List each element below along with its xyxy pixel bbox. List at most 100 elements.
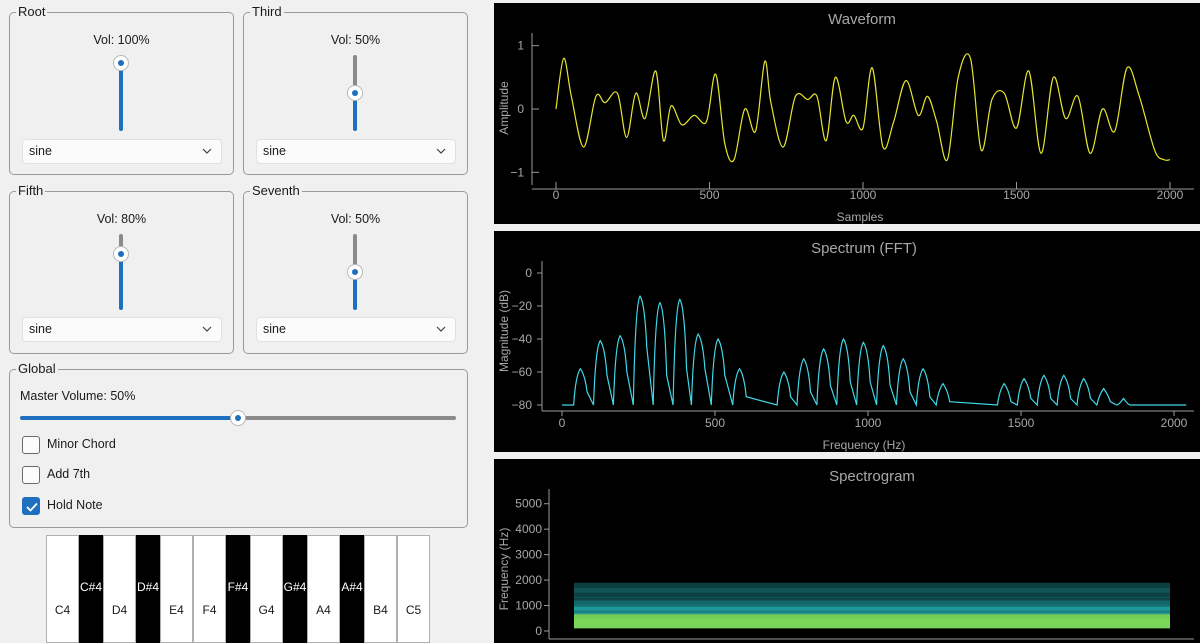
spectrogram-band xyxy=(574,613,1170,624)
x-tick-label: 2000 xyxy=(1161,416,1188,430)
slider-fill xyxy=(119,254,123,310)
volume-slider[interactable] xyxy=(111,55,131,131)
spectrogram-band xyxy=(574,596,1170,607)
volume-slider[interactable] xyxy=(111,234,131,310)
piano-key-label: F4 xyxy=(202,603,217,617)
piano-key-label: C#4 xyxy=(79,580,102,594)
y-tick-label: −1 xyxy=(510,165,524,179)
voice-group-third: Third Vol: 50% sine xyxy=(243,4,468,175)
checkbox-label: Add 7th xyxy=(47,467,91,481)
volume-label: Vol: 80% xyxy=(96,212,147,226)
piano-key-b4[interactable]: B4 xyxy=(364,535,397,643)
waveform-select-value: sine xyxy=(263,322,286,336)
chevron-down-icon xyxy=(436,326,446,332)
piano-key-label: G#4 xyxy=(283,580,307,594)
chart-title: Spectrogram xyxy=(829,468,915,485)
checkbox-box[interactable] xyxy=(22,497,40,515)
volume-slider[interactable] xyxy=(345,234,365,310)
piano-key-e4[interactable]: E4 xyxy=(160,535,193,643)
slider-handle[interactable] xyxy=(347,85,363,101)
checkbox-label: Hold Note xyxy=(47,498,103,512)
spectrogram-plot: 5000 4000 3000 2000 1000 0 Spectrogram Frequenc… xyxy=(494,459,1200,643)
spectrum-chart: 0 −20 −40 −60 −80 0 500 1000 1500 2000 Spectrum (F… xyxy=(497,240,1194,452)
piano-key-label: A#4 xyxy=(341,580,363,594)
checkbox-label: Minor Chord xyxy=(47,437,116,451)
piano-key-csharp4[interactable]: C#4 xyxy=(79,535,103,643)
master-volume-label: Master Volume: 50% xyxy=(20,389,136,403)
master-volume-slider[interactable] xyxy=(20,408,456,428)
piano-key-dsharp4[interactable]: D#4 xyxy=(136,535,160,643)
slider-track xyxy=(353,55,357,93)
slider-fill xyxy=(20,416,238,420)
piano-key-fsharp4[interactable]: F#4 xyxy=(226,535,250,643)
group-title: Seventh xyxy=(250,183,302,199)
piano-keyboard: C4 D4 E4 F4 G4 A4 B4 C5 C#4 D#4 F#4 G#4 A#4 xyxy=(46,535,431,643)
x-tick-label: 1500 xyxy=(1008,416,1035,430)
piano-key-d4[interactable]: D4 xyxy=(103,535,136,643)
spectrogram-chart: 5000 4000 3000 2000 1000 0 Spectrogram Frequenc… xyxy=(497,468,1194,640)
waveform-select[interactable]: sine xyxy=(22,139,222,164)
y-tick-label: −60 xyxy=(512,365,533,379)
group-title: Root xyxy=(16,4,48,20)
y-tick-label: 5000 xyxy=(515,497,542,511)
slider-handle[interactable] xyxy=(230,410,246,426)
spectrogram-band xyxy=(574,618,1170,629)
y-tick-label: −80 xyxy=(512,398,533,412)
group-title: Global xyxy=(16,361,58,377)
y-tick-label: 1000 xyxy=(515,599,542,613)
y-tick-label: 0 xyxy=(535,624,542,638)
group-title: Fifth xyxy=(16,183,46,199)
waveform-series-line xyxy=(555,53,1171,163)
y-tick-label: 1 xyxy=(517,39,524,53)
slider-handle[interactable] xyxy=(347,264,363,280)
y-axis-label: Frequency (Hz) xyxy=(497,528,511,611)
x-axis-label: Frequency (Hz) xyxy=(823,438,906,452)
global-group: Global xyxy=(9,361,468,528)
slider-track xyxy=(238,416,456,420)
volume-slider[interactable] xyxy=(345,55,365,131)
volume-label: Vol: 50% xyxy=(330,212,381,226)
waveform-select-value: sine xyxy=(29,144,52,158)
y-axis-label: Amplitude xyxy=(497,81,511,135)
piano-key-asharp4[interactable]: A#4 xyxy=(340,535,364,643)
slider-fill xyxy=(353,272,357,310)
piano-key-g4[interactable]: G4 xyxy=(250,535,283,643)
piano-key-gsharp4[interactable]: G#4 xyxy=(283,535,307,643)
piano-key-c5[interactable]: C5 xyxy=(397,535,430,643)
x-tick-label: 500 xyxy=(705,416,725,430)
slider-handle[interactable] xyxy=(113,55,129,71)
x-tick-label: 1000 xyxy=(850,188,877,202)
voice-group-root: Root Vol: 100% sine xyxy=(9,4,234,175)
volume-label: Vol: 100% xyxy=(93,33,150,47)
waveform-chart: 1 0 −1 0 500 1000 1500 2000 Waveform Samples Ampli… xyxy=(497,11,1194,224)
x-tick-label: 1000 xyxy=(855,416,882,430)
y-tick-label: 2000 xyxy=(515,573,542,587)
y-tick-label: 0 xyxy=(525,266,532,280)
y-tick-label: 4000 xyxy=(515,522,542,536)
voice-group-fifth: Fifth Vol: 80% sine xyxy=(9,183,234,354)
slider-handle[interactable] xyxy=(113,246,129,262)
check-icon xyxy=(26,502,38,512)
piano-key-a4[interactable]: A4 xyxy=(307,535,340,643)
waveform-select[interactable]: sine xyxy=(256,317,456,342)
x-axis-label: Samples xyxy=(837,210,884,224)
piano-key-f4[interactable]: F4 xyxy=(193,535,226,643)
waveform-select-value: sine xyxy=(29,322,52,336)
waveform-select[interactable]: sine xyxy=(256,139,456,164)
x-tick-label: 0 xyxy=(553,188,560,202)
checkbox-box[interactable] xyxy=(22,436,40,454)
x-tick-label: 500 xyxy=(699,188,719,202)
y-axis-label: Magnitude (dB) xyxy=(497,290,511,372)
chevron-down-icon xyxy=(202,326,212,332)
y-tick-label: 0 xyxy=(517,102,524,116)
spectrogram-band xyxy=(574,582,1170,593)
waveform-select[interactable]: sine xyxy=(22,317,222,342)
checkbox-box[interactable] xyxy=(22,466,40,484)
slider-track xyxy=(353,234,357,272)
piano-key-c4[interactable]: C4 xyxy=(46,535,79,643)
piano-key-label: G4 xyxy=(258,603,275,617)
volume-label: Vol: 50% xyxy=(330,33,381,47)
group-title: Third xyxy=(250,4,284,20)
piano-key-label: B4 xyxy=(373,603,388,617)
slider-track xyxy=(119,234,123,254)
